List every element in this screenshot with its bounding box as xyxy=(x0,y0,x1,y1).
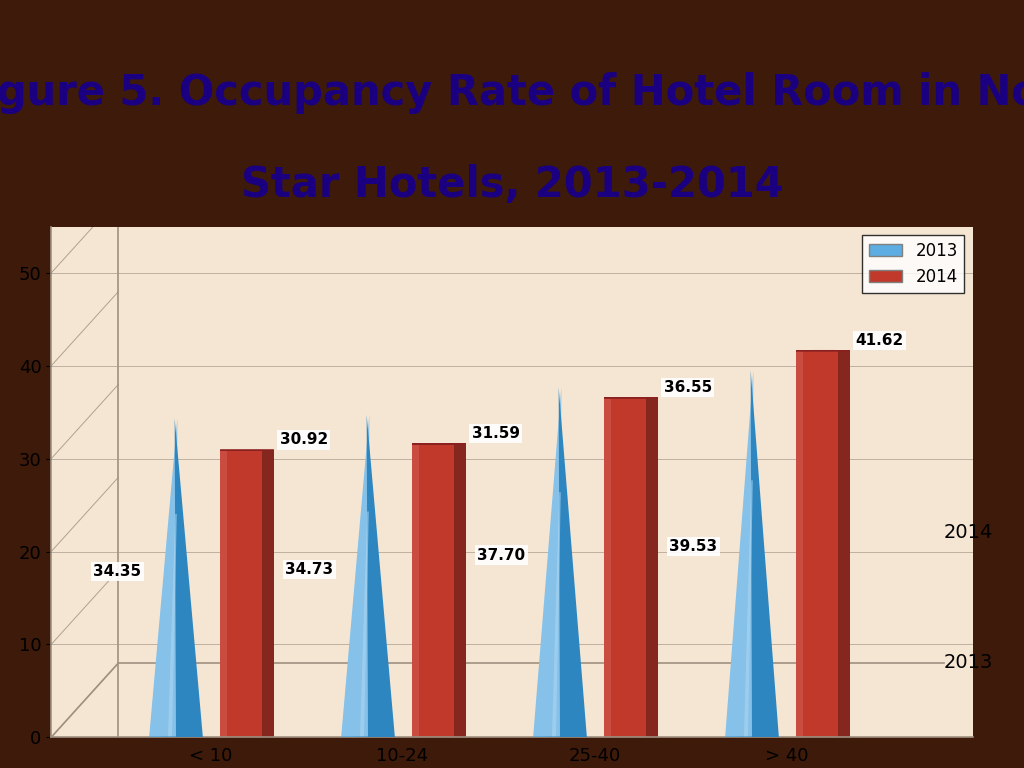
Polygon shape xyxy=(150,419,177,737)
Polygon shape xyxy=(725,370,754,737)
Text: 31.59: 31.59 xyxy=(472,426,519,441)
Bar xyxy=(220,450,274,737)
Bar xyxy=(646,398,657,737)
Bar xyxy=(262,450,274,737)
Text: 2014: 2014 xyxy=(944,524,993,542)
Bar xyxy=(412,444,466,737)
Text: 34.35: 34.35 xyxy=(93,564,141,579)
Polygon shape xyxy=(360,511,369,737)
Bar xyxy=(220,450,226,737)
Bar xyxy=(838,351,850,737)
Polygon shape xyxy=(341,415,370,737)
Polygon shape xyxy=(367,415,395,737)
Bar xyxy=(797,351,850,737)
Text: 36.55: 36.55 xyxy=(664,380,712,395)
Text: 37.70: 37.70 xyxy=(477,548,525,563)
Polygon shape xyxy=(168,514,177,737)
Polygon shape xyxy=(534,387,561,737)
Text: 30.92: 30.92 xyxy=(280,432,328,448)
Text: 41.62: 41.62 xyxy=(856,333,904,348)
Legend: 2013, 2014: 2013, 2014 xyxy=(862,235,965,293)
Bar xyxy=(797,351,803,737)
Text: Figure 5. Occupancy Rate of Hotel Room in Non: Figure 5. Occupancy Rate of Hotel Room i… xyxy=(0,72,1024,114)
Bar xyxy=(604,398,657,737)
Bar xyxy=(412,444,419,737)
Polygon shape xyxy=(175,419,203,737)
Bar xyxy=(454,444,466,737)
Polygon shape xyxy=(751,370,779,737)
Polygon shape xyxy=(552,492,561,737)
Text: 39.53: 39.53 xyxy=(670,539,718,554)
Polygon shape xyxy=(559,387,587,737)
Polygon shape xyxy=(743,480,753,737)
Text: 34.73: 34.73 xyxy=(286,562,334,577)
Text: Star Hotels, 2013-2014: Star Hotels, 2013-2014 xyxy=(241,164,783,206)
Text: 2013: 2013 xyxy=(944,654,993,673)
Bar xyxy=(604,398,610,737)
